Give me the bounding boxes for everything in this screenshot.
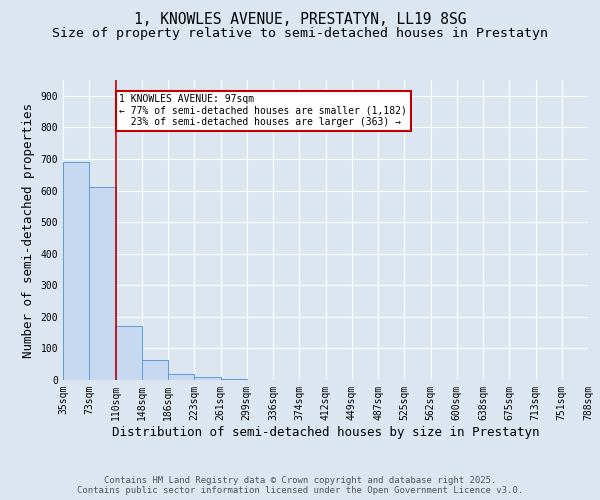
Bar <box>194 378 221 380</box>
Bar <box>63 162 89 380</box>
Text: Size of property relative to semi-detached houses in Prestatyn: Size of property relative to semi-detach… <box>52 28 548 40</box>
Bar <box>142 360 168 380</box>
Bar <box>89 188 115 380</box>
Text: Contains HM Land Registry data © Crown copyright and database right 2025.
Contai: Contains HM Land Registry data © Crown c… <box>77 476 523 495</box>
Bar <box>168 374 194 380</box>
Bar <box>115 326 142 380</box>
Text: 1 KNOWLES AVENUE: 97sqm
← 77% of semi-detached houses are smaller (1,182)
  23% : 1 KNOWLES AVENUE: 97sqm ← 77% of semi-de… <box>119 94 407 128</box>
Bar <box>221 379 247 380</box>
Text: 1, KNOWLES AVENUE, PRESTATYN, LL19 8SG: 1, KNOWLES AVENUE, PRESTATYN, LL19 8SG <box>134 12 466 28</box>
X-axis label: Distribution of semi-detached houses by size in Prestatyn: Distribution of semi-detached houses by … <box>112 426 539 438</box>
Y-axis label: Number of semi-detached properties: Number of semi-detached properties <box>22 102 35 358</box>
